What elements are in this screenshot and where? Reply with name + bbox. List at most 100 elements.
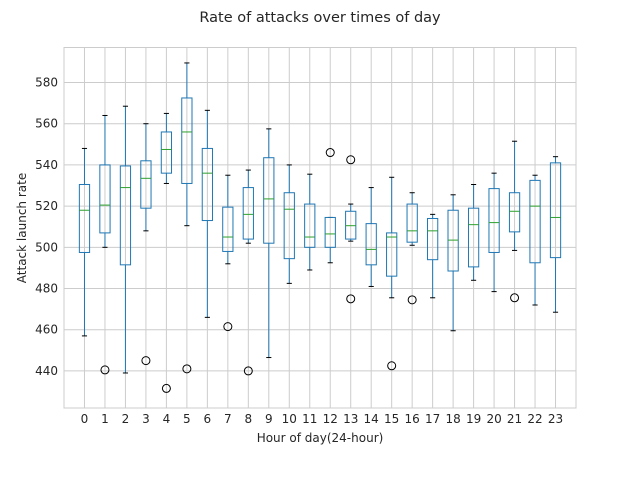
box-iqr xyxy=(283,192,295,260)
x-tick-label: 13 xyxy=(343,412,358,426)
plot-frame xyxy=(63,47,577,409)
outlier-point xyxy=(346,294,356,304)
box-group xyxy=(222,174,234,332)
y-tick-label: 520 xyxy=(35,199,58,213)
box-iqr xyxy=(508,192,521,233)
box-iqr xyxy=(119,165,132,266)
chart-title: Rate of attacks over times of day xyxy=(199,10,441,26)
grid-lines xyxy=(64,47,576,408)
x-tick-label: 10 xyxy=(282,412,297,426)
box-group xyxy=(119,105,132,374)
x-tick-label: 23 xyxy=(548,412,563,426)
box-group xyxy=(99,114,111,375)
box-group xyxy=(488,172,500,293)
x-tick-label: 9 xyxy=(265,412,273,426)
box-series xyxy=(78,62,562,393)
box-group xyxy=(160,112,173,393)
y-tick-label: 480 xyxy=(35,282,58,296)
x-tick-label: 3 xyxy=(142,412,150,426)
box-iqr xyxy=(160,131,173,174)
box-iqr xyxy=(181,97,193,184)
x-tick-label: 7 xyxy=(224,412,232,426)
x-tick-label: 14 xyxy=(364,412,379,426)
y-tick-label: 460 xyxy=(35,323,58,337)
x-tick-label: 16 xyxy=(405,412,420,426)
box-group xyxy=(201,109,213,318)
y-tick-label: 540 xyxy=(35,158,58,172)
box-group xyxy=(304,173,316,271)
x-tick-label: 21 xyxy=(507,412,522,426)
box-group xyxy=(549,156,562,313)
box-iqr xyxy=(78,183,91,253)
box-iqr xyxy=(467,207,480,268)
x-tick-label: 12 xyxy=(323,412,338,426)
box-group xyxy=(78,147,91,337)
box-iqr xyxy=(427,217,439,261)
box-group xyxy=(529,174,541,306)
box-group xyxy=(181,62,193,374)
x-tick-label: 15 xyxy=(384,412,399,426)
box-iqr xyxy=(304,203,316,248)
box-iqr xyxy=(447,209,459,272)
box-iqr xyxy=(324,216,336,248)
x-tick-label: 4 xyxy=(163,412,171,426)
y-axis-label: Attack launch rate xyxy=(15,173,29,283)
box-group xyxy=(283,164,295,284)
outlier-point xyxy=(346,155,356,165)
box-iqr xyxy=(386,232,398,277)
box-iqr xyxy=(222,206,234,252)
outlier-point xyxy=(141,356,151,366)
x-tick-label: 11 xyxy=(302,412,317,426)
y-tick-label: 440 xyxy=(35,364,58,378)
box-group xyxy=(447,194,459,332)
box-iqr xyxy=(406,203,418,243)
outlier-point xyxy=(510,293,520,303)
outlier-point xyxy=(100,365,110,375)
box-group xyxy=(427,213,439,299)
x-axis-ticks: 0 1 2 3 4 5 6 7 8 9 10 11 12 13 14 15 16 17 18 19 20 21 22 23 xyxy=(81,412,564,426)
x-tick-label: 0 xyxy=(81,412,89,426)
outlier-point xyxy=(325,148,335,158)
x-tick-label: 1 xyxy=(101,412,109,426)
x-tick-label: 17 xyxy=(425,412,440,426)
x-tick-label: 5 xyxy=(183,412,191,426)
outlier-point xyxy=(182,364,192,374)
y-tick-label: 560 xyxy=(35,117,58,131)
box-iqr xyxy=(549,162,562,259)
box-iqr xyxy=(365,223,377,266)
box-group xyxy=(406,192,418,305)
x-axis-label: Hour of day(24-hour) xyxy=(257,431,384,445)
x-tick-label: 8 xyxy=(244,412,252,426)
outlier-point xyxy=(407,295,417,305)
box-group xyxy=(242,169,254,376)
box-group xyxy=(263,128,275,359)
x-tick-label: 19 xyxy=(466,412,481,426)
box-group xyxy=(508,140,521,303)
box-group xyxy=(386,176,398,371)
box-iqr xyxy=(488,188,500,253)
y-tick-label: 580 xyxy=(35,76,58,90)
box-group xyxy=(324,148,336,264)
box-iqr xyxy=(529,179,541,264)
outlier-point xyxy=(161,383,171,393)
x-tick-label: 18 xyxy=(445,412,460,426)
box-iqr xyxy=(99,164,111,234)
y-axis-ticks: 440 460 480 500 520 540 560 580 xyxy=(35,76,58,378)
box-group xyxy=(467,183,480,281)
box-iqr xyxy=(242,187,254,240)
box-iqr xyxy=(201,147,213,222)
box-iqr xyxy=(345,210,357,240)
y-tick-label: 500 xyxy=(35,240,58,254)
box-group xyxy=(365,187,377,287)
box-iqr xyxy=(140,160,152,209)
box-iqr xyxy=(263,157,275,244)
box-group xyxy=(140,123,152,366)
x-tick-label: 6 xyxy=(204,412,212,426)
outlier-point xyxy=(223,322,233,332)
outlier-point xyxy=(387,361,397,371)
x-tick-label: 2 xyxy=(122,412,130,426)
outlier-point xyxy=(243,366,253,376)
x-tick-label: 22 xyxy=(527,412,542,426)
box-group xyxy=(345,155,357,304)
